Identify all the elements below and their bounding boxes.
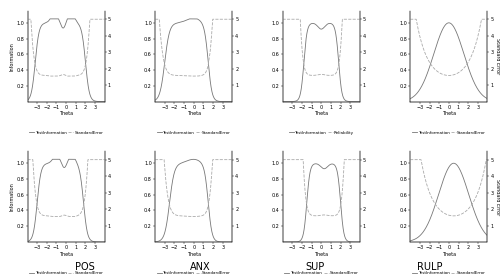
Y-axis label: Information: Information <box>10 182 14 211</box>
X-axis label: Theta: Theta <box>59 252 73 257</box>
X-axis label: Theta: Theta <box>314 252 328 257</box>
X-axis label: Theta: Theta <box>442 252 456 257</box>
Legend: TestInformation, Reliability: TestInformation, Reliability <box>288 131 354 135</box>
Text: SUP: SUP <box>306 262 324 272</box>
Legend: TestInformation, StandardError: TestInformation, StandardError <box>412 271 486 275</box>
X-axis label: Theta: Theta <box>186 111 201 116</box>
Legend: TestInformation, StandardError: TestInformation, StandardError <box>156 131 231 135</box>
Y-axis label: Information: Information <box>10 42 14 71</box>
Legend: TestInformation, StandardError: TestInformation, StandardError <box>412 131 486 135</box>
Legend: TestInformation, StandardError: TestInformation, StandardError <box>29 271 103 275</box>
Y-axis label: Standard Error: Standard Error <box>496 38 500 75</box>
Text: ANX: ANX <box>190 262 210 272</box>
Legend: TestInformation, StandardError: TestInformation, StandardError <box>29 131 103 135</box>
X-axis label: Theta: Theta <box>442 111 456 116</box>
Text: RULP: RULP <box>417 262 443 272</box>
Legend: TestInformation, StandardError: TestInformation, StandardError <box>156 271 231 275</box>
X-axis label: Theta: Theta <box>186 252 201 257</box>
X-axis label: Theta: Theta <box>59 111 73 116</box>
Text: POS: POS <box>75 262 95 272</box>
X-axis label: Theta: Theta <box>314 111 328 116</box>
Y-axis label: Standard Error: Standard Error <box>496 178 500 215</box>
Legend: TestInformation, StandardError: TestInformation, StandardError <box>284 271 358 275</box>
